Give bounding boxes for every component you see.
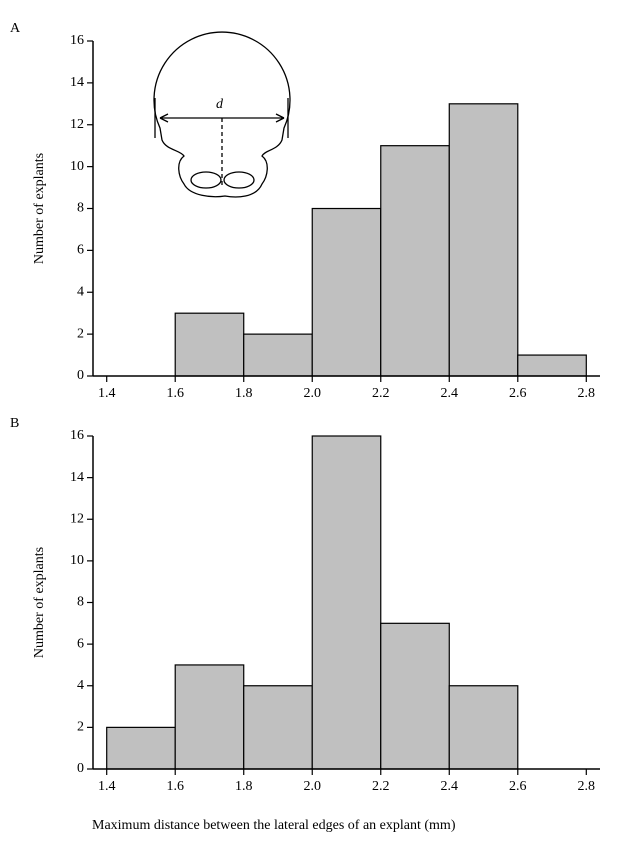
bar	[106, 726, 176, 770]
x-tick-label: 2.2	[372, 779, 390, 794]
y-tick-label: 6	[77, 636, 84, 651]
y-tick-label: 16	[70, 33, 84, 48]
x-tick-label: 2.4	[441, 386, 459, 401]
y-tick-label: 0	[77, 368, 84, 383]
bar	[448, 685, 519, 770]
x-tick-label: 1.8	[235, 386, 253, 401]
y-tick-label: 10	[70, 553, 84, 568]
x-tick-label: 1.8	[235, 779, 253, 794]
panel-label: B	[10, 416, 19, 431]
bar	[174, 312, 245, 377]
bar	[243, 685, 313, 770]
y-tick-label: 4	[77, 678, 84, 693]
y-tick-label: 4	[77, 284, 84, 299]
x-tick-label: 2.0	[303, 779, 321, 794]
annotation: d	[216, 97, 224, 112]
y-tick-label: 12	[70, 511, 84, 526]
y-axis-label: Number of explants	[32, 547, 47, 658]
x-tick-label: 2.6	[509, 779, 527, 794]
x-tick-label: 1.4	[98, 779, 116, 794]
x-tick-label: 1.4	[98, 386, 116, 401]
bar	[380, 622, 450, 770]
bar	[243, 333, 313, 377]
bar	[517, 354, 587, 377]
y-axis-label: Number of explants	[32, 153, 47, 264]
bar	[174, 664, 245, 770]
x-tick-label: 2.0	[303, 386, 321, 401]
x-tick-label: 2.8	[578, 386, 596, 401]
x-tick-label: 2.4	[441, 779, 459, 794]
panel-label: A	[10, 21, 21, 36]
x-tick-label: 2.6	[509, 386, 527, 401]
bar	[311, 435, 382, 770]
y-tick-label: 0	[77, 761, 84, 776]
inset-diagram	[153, 31, 291, 198]
y-tick-label: 16	[70, 428, 84, 443]
bar	[448, 103, 519, 377]
x-tick-label: 1.6	[166, 779, 184, 794]
y-tick-label: 2	[77, 326, 84, 341]
y-tick-label: 14	[70, 75, 84, 90]
y-tick-label: 8	[77, 201, 84, 216]
x-axis-label: Maximum distance between the lateral edg…	[92, 818, 456, 833]
bar	[311, 207, 382, 377]
y-tick-label: 12	[70, 117, 84, 132]
bar	[380, 145, 450, 377]
y-tick-label: 8	[77, 595, 84, 610]
y-tick-label: 14	[70, 470, 84, 485]
y-tick-label: 6	[77, 243, 84, 258]
x-tick-label: 1.6	[166, 386, 184, 401]
x-tick-label: 2.2	[372, 386, 390, 401]
y-tick-label: 2	[77, 720, 84, 735]
x-tick-label: 2.8	[578, 779, 596, 794]
y-tick-label: 10	[70, 159, 84, 174]
